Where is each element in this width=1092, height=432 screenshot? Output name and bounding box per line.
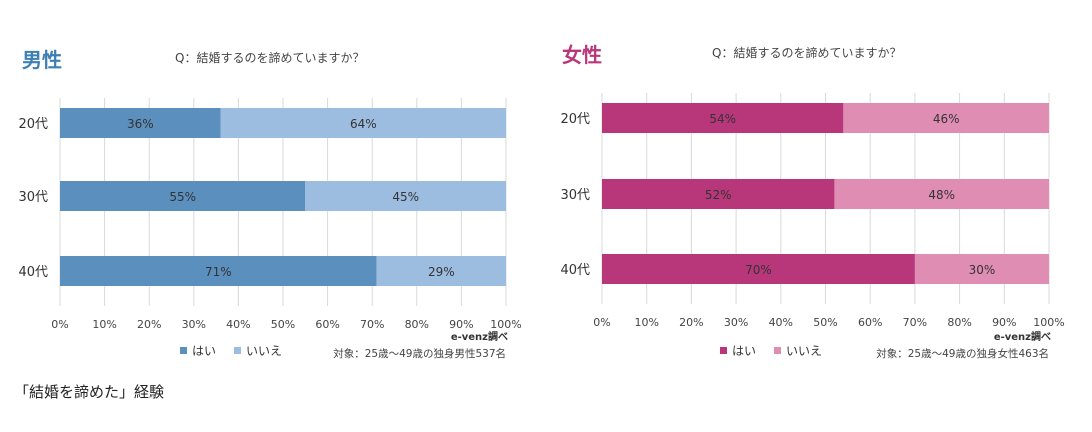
x-tick-label: 20%	[137, 318, 161, 331]
bar-segment	[305, 181, 506, 211]
category-label: 20代	[18, 117, 48, 132]
chart-heading: 男性	[22, 48, 62, 72]
x-tick-label: 80%	[947, 316, 971, 329]
data-label: 29%	[428, 265, 455, 279]
legend-swatch	[180, 347, 187, 354]
x-tick-label: 0%	[51, 318, 68, 331]
legend-swatch	[774, 347, 781, 354]
data-label: 55%	[169, 190, 196, 204]
chart-title: Q：結婚するのを諦めていますか？	[175, 50, 364, 65]
chart-heading: 女性	[562, 43, 602, 67]
bar-segment	[843, 103, 1049, 133]
legend-label: いいえ	[246, 344, 282, 358]
legend-label: はい	[192, 344, 216, 358]
data-label: 48%	[928, 188, 955, 202]
legend-swatch	[234, 347, 241, 354]
data-label: 71%	[205, 265, 232, 279]
x-tick-label: 60%	[858, 316, 882, 329]
x-tick-label: 70%	[903, 316, 927, 329]
bar-segment	[602, 254, 915, 284]
x-tick-label: 90%	[449, 318, 473, 331]
x-tick-label: 60%	[315, 318, 339, 331]
bar-segment	[60, 181, 306, 211]
bar-segment	[914, 254, 1049, 284]
x-tick-label: 10%	[634, 316, 658, 329]
x-tick-label: 40%	[769, 316, 793, 329]
sample-note: 対象：25歳〜49歳の独身男性537名	[333, 347, 506, 360]
bar-segment	[834, 179, 1049, 209]
data-label: 64%	[350, 117, 377, 131]
x-tick-label: 30%	[724, 316, 748, 329]
x-tick-label: 0%	[593, 316, 610, 329]
category-label: 30代	[18, 190, 48, 205]
chart-title: Q：結婚するのを諦めていますか？	[712, 45, 901, 60]
data-label: 45%	[392, 190, 419, 204]
category-label: 20代	[560, 112, 590, 127]
x-tick-label: 30%	[182, 318, 206, 331]
bar-segment	[220, 108, 506, 138]
source-note: e-venz調べ	[451, 330, 508, 343]
x-tick-label: 10%	[92, 318, 116, 331]
bar-segment	[60, 108, 221, 138]
sample-note: 対象：25歳〜49歳の独身女性463名	[876, 347, 1049, 360]
charts-svg: 男性 Q：結婚するのを諦めていますか？ 20代 36% 64% 30代 55% 45% 40代 7…	[18, 43, 1064, 360]
data-label: 36%	[127, 117, 154, 131]
x-tick-label: 20%	[679, 316, 703, 329]
bar-segment	[376, 256, 506, 286]
data-label: 52%	[705, 188, 732, 202]
x-tick-label: 90%	[992, 316, 1016, 329]
legend-swatch	[720, 347, 727, 354]
data-label: 70%	[745, 263, 772, 277]
bar-segment	[60, 256, 377, 286]
x-tick-label: 80%	[405, 318, 429, 331]
data-label: 46%	[933, 112, 960, 126]
bar-segment	[602, 179, 835, 209]
bar-segment	[602, 103, 844, 133]
x-tick-label: 100%	[490, 318, 521, 331]
x-tick-label: 100%	[1033, 316, 1064, 329]
x-tick-label: 50%	[271, 318, 295, 331]
figure-caption: 「結婚を諦めた」経験	[14, 383, 165, 401]
legend-label: はい	[732, 344, 756, 358]
x-tick-label: 50%	[813, 316, 837, 329]
source-note: e-venz調べ	[994, 330, 1051, 343]
x-tick-label: 40%	[226, 318, 250, 331]
x-tick-label: 70%	[360, 318, 384, 331]
category-label: 40代	[18, 265, 48, 280]
legend-label: いいえ	[786, 344, 822, 358]
category-label: 30代	[560, 188, 590, 203]
category-label: 40代	[560, 263, 590, 278]
data-label: 30%	[969, 263, 996, 277]
data-label: 54%	[709, 112, 736, 126]
